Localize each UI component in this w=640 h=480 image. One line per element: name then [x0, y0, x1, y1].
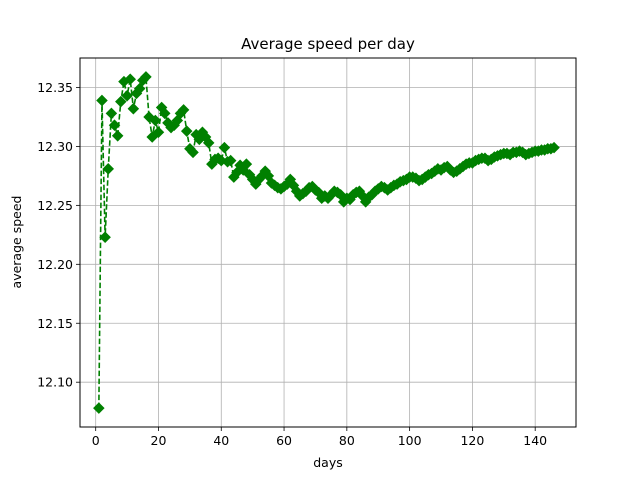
x-axis-label: days: [313, 455, 343, 470]
data-point-marker: [218, 141, 231, 154]
x-tick-label: 140: [523, 433, 547, 448]
data-point-marker: [180, 125, 193, 137]
data-point-marker: [121, 89, 133, 102]
data-point-marker: [149, 114, 162, 127]
y-tick-label: 12.15: [37, 316, 73, 331]
data-point-marker: [96, 94, 108, 107]
data-point-marker: [140, 71, 152, 83]
x-tick-label: 60: [276, 433, 292, 448]
data-point-marker: [108, 119, 121, 131]
y-tick-label: 12.20: [37, 257, 73, 272]
data-point-marker: [105, 107, 118, 120]
data-point-marker: [548, 141, 560, 154]
data-point-marker: [93, 402, 105, 414]
x-tick-label: 20: [151, 433, 167, 448]
data-point-marker: [224, 154, 237, 167]
plot-area: [93, 71, 560, 414]
x-tick-label: 80: [339, 433, 355, 448]
data-point-marker: [143, 111, 155, 123]
data-point-marker: [240, 158, 253, 170]
data-point-marker: [133, 82, 146, 95]
data-point-marker: [146, 131, 158, 143]
data-point-marker: [158, 107, 171, 120]
data-point-marker: [177, 104, 190, 116]
x-tick-label: 100: [398, 433, 422, 448]
x-tick-label: 40: [213, 433, 229, 448]
x-tick-label: 120: [460, 433, 484, 448]
x-axis-ticks: 0 20 40 60 80 100 120 140: [92, 427, 547, 448]
data-point-marker: [187, 146, 199, 159]
data-point-marker: [124, 73, 136, 85]
y-tick-label: 12.35: [37, 80, 73, 95]
data-point-marker: [202, 137, 215, 149]
y-tick-label: 12.25: [37, 198, 73, 213]
data-point-marker: [111, 130, 124, 142]
data-point-marker: [115, 95, 127, 108]
axes-frame: [79, 57, 577, 428]
data-point-marker: [102, 163, 115, 175]
y-axis-ticks: 12.10 12.15 12.20 12.25 12.30 12.35: [37, 80, 80, 390]
x-tick-label: 0: [92, 433, 100, 448]
data-point-marker: [152, 126, 165, 139]
data-point-marker: [127, 102, 140, 115]
y-tick-label: 12.30: [37, 139, 73, 154]
data-point-marker: [99, 231, 111, 243]
y-tick-label: 12.10: [37, 375, 73, 390]
chart-title: Average speed per day: [241, 35, 415, 53]
grid-lines: [80, 58, 576, 427]
y-axis-label: average speed: [9, 196, 24, 289]
